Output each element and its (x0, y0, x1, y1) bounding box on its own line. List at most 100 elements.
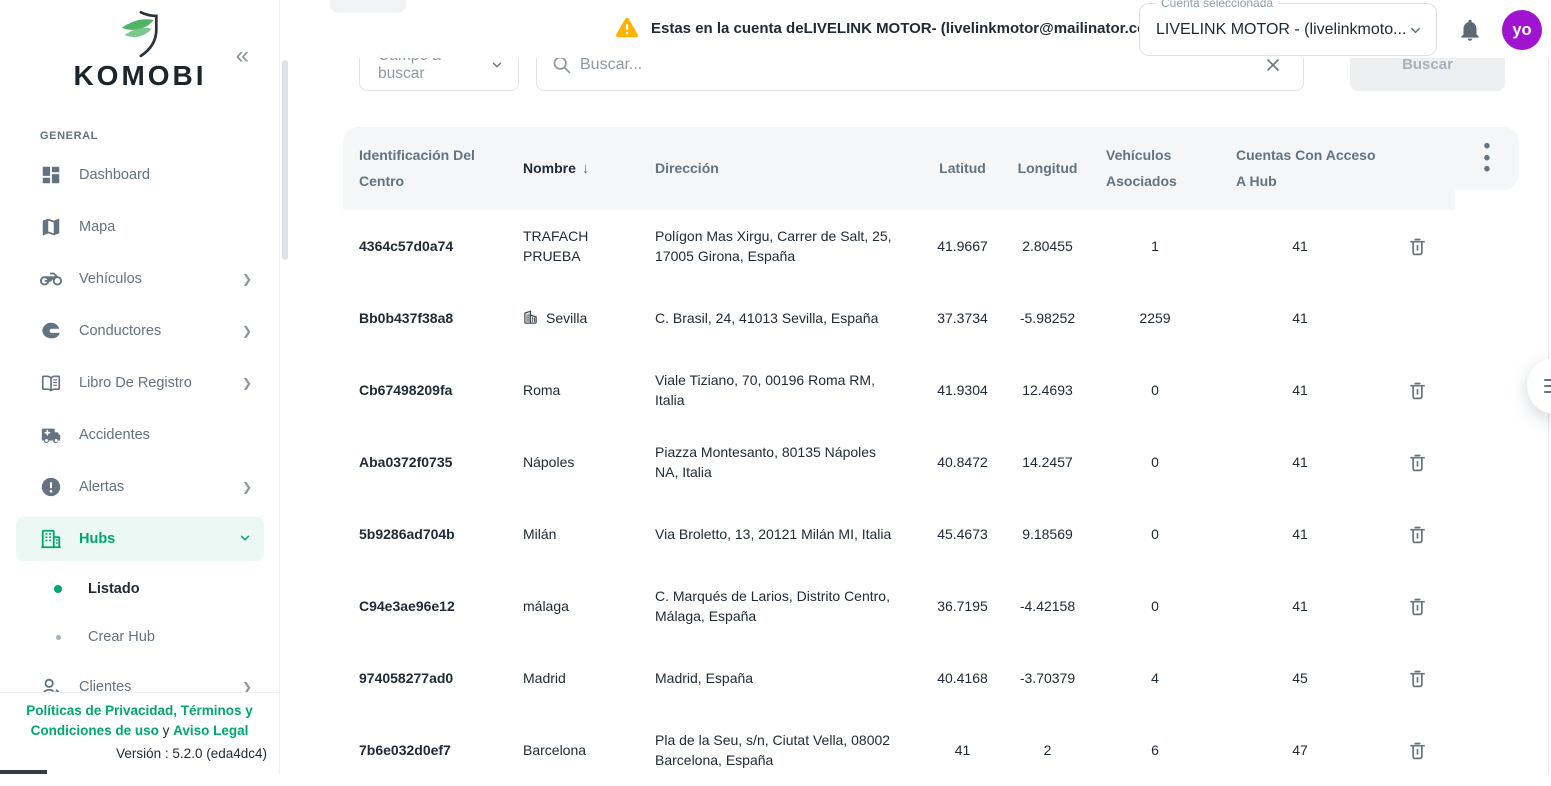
nav-item-label: Alertas (79, 479, 125, 495)
warning-text: Estas en la cuenta deLIVELINK MOTOR- (li… (651, 19, 1165, 37)
legal-links: Políticas de Privacidad, Términos y Cond… (8, 701, 271, 740)
nav-item-label: Dashboard (79, 167, 150, 183)
table-row[interactable]: Aba0372f0735 Nápoles Piazza Montesanto, … (343, 426, 1455, 498)
nav-item-label: Accidentes (79, 427, 150, 443)
hub-address: Piazza Montesanto, 80135 Nápoles NA, Ita… (655, 443, 877, 480)
hub-name: Madrid (523, 669, 566, 686)
column-header-longitud[interactable]: Longitud (1017, 159, 1078, 176)
clear-search-icon[interactable] (1263, 55, 1283, 75)
sidebar-sub-item-crear-hub[interactable]: Crear Hub (16, 617, 264, 657)
hub-accounts: 41 (1292, 453, 1308, 470)
nav-item-label: Libro De Registro (79, 375, 192, 391)
table-row[interactable]: Cb67498209fa Roma Viale Tiziano, 70, 001… (343, 354, 1455, 426)
map-icon (40, 216, 62, 238)
content-scrollbar-thumb[interactable] (282, 60, 288, 260)
delete-hub-button[interactable] (1399, 659, 1437, 697)
delete-hub-button[interactable] (1399, 515, 1437, 553)
table-row[interactable]: Bb0b437f38a8 Sevilla C. Brasil, 24, 4101… (343, 282, 1455, 354)
hub-address: Viale Tiziano, 70, 00196 Roma RM, Italia (655, 371, 875, 408)
building-icon (524, 310, 537, 325)
hub-longitude: 12.4693 (1022, 381, 1073, 398)
hub-latitude: 40.4168 (937, 669, 988, 686)
table-header-actions: • • • (1455, 127, 1519, 190)
user-avatar[interactable]: yo (1502, 10, 1542, 50)
sidebar-collapse-icon[interactable]: « (235, 42, 249, 69)
delete-hub-button[interactable] (1399, 443, 1437, 481)
hub-name: Milán (523, 525, 557, 542)
motorcycle-icon (40, 268, 62, 290)
sidebar-item-mapa[interactable]: Mapa (16, 205, 264, 249)
trash-icon (1410, 382, 1425, 399)
chevron-right-icon: ❯ (241, 480, 252, 494)
logo-text: KOMOBI (73, 60, 207, 91)
chevron-down-icon (238, 531, 252, 548)
hub-longitude: 14.2457 (1022, 453, 1073, 470)
book-icon (40, 372, 62, 394)
sidebar: KOMOBI « GENERAL Dashboard Mapa Vehículo… (0, 0, 280, 774)
hub-id: Aba0372f0735 (359, 453, 453, 470)
hub-id: Cb67498209fa (359, 381, 453, 398)
column-header-id[interactable]: Identificación Del Centro (359, 146, 475, 189)
column-header-direccion[interactable]: Dirección (655, 159, 719, 176)
hub-vehicles: 0 (1151, 453, 1159, 470)
sidebar-item-accidentes[interactable]: Accidentes (16, 413, 264, 457)
hub-vehicles: 1 (1151, 237, 1159, 254)
chevron-right-icon: ❯ (241, 680, 252, 694)
hub-longitude: -3.70379 (1019, 669, 1076, 686)
sidebar-item-dashboard[interactable]: Dashboard (16, 153, 264, 197)
privacy-link[interactable]: Políticas de Privacidad, Términos y Cond… (26, 703, 253, 738)
delete-hub-button[interactable] (1399, 371, 1437, 409)
table-body: 4364c57d0a74 TRAFACH PRUEBA Polígon Mas … (343, 210, 1455, 786)
column-header-nombre-sorted[interactable]: Nombre ↓ (523, 159, 590, 177)
table-row[interactable]: 5b9286ad704b Milán Via Broletto, 13, 201… (343, 498, 1455, 570)
column-settings-kebab-icon[interactable]: • • • (1483, 135, 1491, 181)
hub-address: C. Brasil, 24, 41013 Sevilla, España (655, 309, 879, 326)
sidebar-item-libro-de-registro[interactable]: Libro De Registro ❯ (16, 361, 264, 405)
column-header-cuentas[interactable]: Cuentas Con Acceso A Hub (1236, 146, 1376, 189)
column-header-vehiculos[interactable]: Vehículos Asociados (1106, 146, 1177, 189)
table-row[interactable]: 974058277ad0 Madrid Madrid, España 40.41… (343, 642, 1455, 714)
table-row[interactable]: 4364c57d0a74 TRAFACH PRUEBA Polígon Mas … (343, 210, 1455, 282)
delete-hub-button[interactable] (1399, 731, 1437, 769)
sidebar-sub-item-listado[interactable]: Listado (16, 569, 264, 609)
sort-desc-icon: ↓ (581, 159, 590, 177)
sub-item-label: Listado (88, 581, 140, 597)
hub-vehicles: 2259 (1139, 309, 1171, 326)
sidebar-item-alertas[interactable]: Alertas ❯ (16, 465, 264, 509)
floating-settings-button[interactable] (1527, 358, 1551, 414)
table-row[interactable]: 7b6e032d0ef7 Barcelona Pla de la Seu, s/… (343, 714, 1455, 786)
hub-accounts: 41 (1292, 597, 1308, 614)
hub-latitude: 40.8472 (937, 453, 988, 470)
account-selector[interactable]: Cuenta seleccionada LIVELINK MOTOR - (li… (1139, 0, 1437, 56)
delete-hub-button[interactable] (1399, 227, 1437, 265)
delete-hub-button[interactable] (1399, 587, 1437, 625)
hub-name: TRAFACH PRUEBA (523, 227, 589, 264)
notifications-bell-icon[interactable] (1457, 17, 1483, 43)
table-row[interactable]: C94e3ae96e12 málaga C. Marqués de Larios… (343, 570, 1455, 642)
hub-accounts: 41 (1292, 309, 1308, 326)
hub-accounts: 45 (1292, 669, 1308, 686)
account-selector-value: LIVELINK MOTOR - (livelinkmoto... (1156, 20, 1407, 38)
settings-lines-icon (1544, 379, 1551, 397)
column-header-latitud[interactable]: Latitud (939, 159, 986, 176)
nav-item-label: Conductores (79, 323, 162, 339)
hub-vehicles: 4 (1151, 669, 1159, 686)
sidebar-item-hubs[interactable]: Hubs (16, 517, 264, 561)
sidebar-item-conductores[interactable]: Conductores ❯ (16, 309, 264, 353)
app-logo[interactable]: KOMOBI (0, 6, 280, 92)
version-text: Versión : 5.2.0 (eda4dc4) (116, 746, 267, 762)
top-app-bar: Estas en la cuenta deLIVELINK MOTOR- (li… (280, 0, 1551, 58)
hub-latitude: 45.4673 (937, 525, 988, 542)
warning-triangle-icon (616, 17, 638, 38)
building-icon (40, 528, 62, 550)
hub-vehicles: 0 (1151, 597, 1159, 614)
table-header: Identificación Del Centro Nombre ↓ Direcc… (343, 127, 1455, 210)
legal-notice-link[interactable]: Aviso Legal (173, 722, 249, 738)
hub-vehicles: 6 (1151, 741, 1159, 758)
hub-id: 974058277ad0 (359, 669, 454, 686)
hub-address: Madrid, España (655, 669, 754, 686)
sidebar-item-vehículos[interactable]: Vehículos ❯ (16, 257, 264, 301)
chevron-down-icon (492, 62, 502, 67)
hub-vehicles: 0 (1151, 381, 1159, 398)
trash-icon (1410, 598, 1425, 615)
